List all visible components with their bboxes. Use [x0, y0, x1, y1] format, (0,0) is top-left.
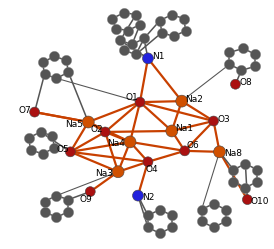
Circle shape — [124, 136, 136, 148]
Text: O6: O6 — [186, 141, 199, 150]
Point — [253, 64, 258, 68]
Text: N2: N2 — [142, 193, 154, 202]
Circle shape — [176, 95, 188, 107]
Text: O4: O4 — [145, 165, 158, 174]
Point — [211, 201, 216, 205]
Text: Na5: Na5 — [65, 120, 83, 128]
Point — [146, 213, 150, 217]
Point — [158, 231, 162, 235]
Circle shape — [65, 147, 75, 157]
Circle shape — [242, 195, 252, 204]
Point — [122, 48, 126, 52]
Text: O2: O2 — [91, 125, 104, 134]
Text: O5: O5 — [56, 145, 69, 154]
Point — [26, 136, 31, 140]
Text: O7: O7 — [18, 106, 31, 115]
Point — [227, 62, 232, 66]
Point — [211, 225, 216, 229]
Point — [50, 134, 55, 138]
Circle shape — [135, 97, 145, 107]
Point — [54, 194, 59, 198]
Point — [158, 19, 162, 23]
Point — [126, 29, 130, 33]
Circle shape — [213, 146, 226, 158]
Circle shape — [180, 146, 190, 156]
Point — [172, 35, 176, 39]
Point — [253, 52, 258, 56]
Circle shape — [82, 116, 94, 128]
Point — [130, 43, 134, 47]
Text: N1: N1 — [152, 52, 164, 61]
Text: O9: O9 — [80, 195, 93, 204]
Text: Na1: Na1 — [175, 124, 193, 133]
Point — [42, 72, 47, 76]
Circle shape — [142, 53, 153, 64]
Circle shape — [30, 107, 39, 117]
Point — [170, 213, 174, 217]
Point — [184, 29, 188, 33]
Point — [158, 207, 162, 211]
Text: Na8: Na8 — [224, 149, 242, 158]
Circle shape — [85, 187, 95, 197]
Point — [241, 46, 246, 50]
Point — [52, 54, 57, 58]
Point — [134, 52, 138, 56]
Circle shape — [143, 157, 153, 167]
Point — [146, 225, 150, 229]
Point — [66, 198, 71, 202]
Point — [239, 68, 244, 72]
Point — [231, 168, 236, 172]
Circle shape — [100, 127, 110, 137]
Text: Na2: Na2 — [185, 95, 202, 104]
Point — [199, 207, 204, 211]
Point — [170, 225, 174, 229]
Point — [38, 130, 43, 134]
Point — [223, 207, 228, 211]
Point — [42, 200, 47, 204]
Point — [40, 152, 45, 156]
Point — [42, 209, 47, 213]
Point — [182, 17, 186, 21]
Point — [243, 162, 248, 166]
Text: O3: O3 — [217, 115, 230, 124]
Text: Na3: Na3 — [95, 169, 113, 178]
Point — [122, 11, 126, 15]
Point — [231, 180, 236, 184]
Point — [142, 37, 146, 41]
Point — [54, 215, 59, 219]
Point — [66, 70, 71, 74]
Text: O10: O10 — [250, 197, 269, 206]
Point — [114, 27, 118, 31]
Point — [255, 180, 259, 184]
Point — [40, 60, 45, 64]
Point — [170, 13, 174, 17]
Text: O1: O1 — [126, 93, 138, 102]
Point — [54, 76, 59, 80]
Point — [138, 23, 142, 27]
Point — [110, 17, 114, 21]
Circle shape — [230, 79, 240, 89]
Point — [52, 146, 57, 150]
Point — [134, 13, 138, 17]
Text: O8: O8 — [239, 78, 252, 87]
Circle shape — [166, 125, 178, 137]
Point — [64, 58, 68, 62]
Circle shape — [209, 116, 219, 126]
Point — [223, 219, 228, 223]
Text: Na4: Na4 — [107, 139, 125, 148]
Point — [118, 39, 122, 43]
Circle shape — [112, 166, 124, 178]
Point — [66, 209, 71, 213]
Point — [227, 50, 232, 54]
Circle shape — [133, 190, 144, 201]
Point — [28, 148, 33, 152]
Point — [243, 186, 248, 190]
Point — [255, 168, 259, 172]
Point — [199, 219, 204, 223]
Point — [160, 31, 164, 35]
